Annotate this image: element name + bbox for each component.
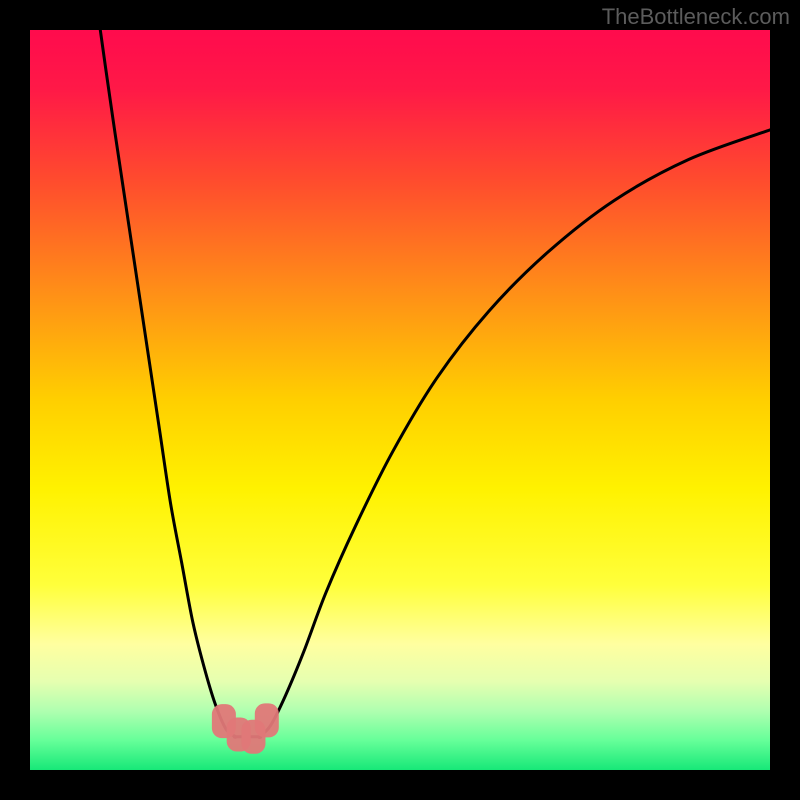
gradient-background: [30, 30, 770, 770]
plot-area: [30, 30, 770, 770]
watermark-text: TheBottleneck.com: [602, 4, 790, 30]
chart-container: TheBottleneck.com: [0, 0, 800, 800]
